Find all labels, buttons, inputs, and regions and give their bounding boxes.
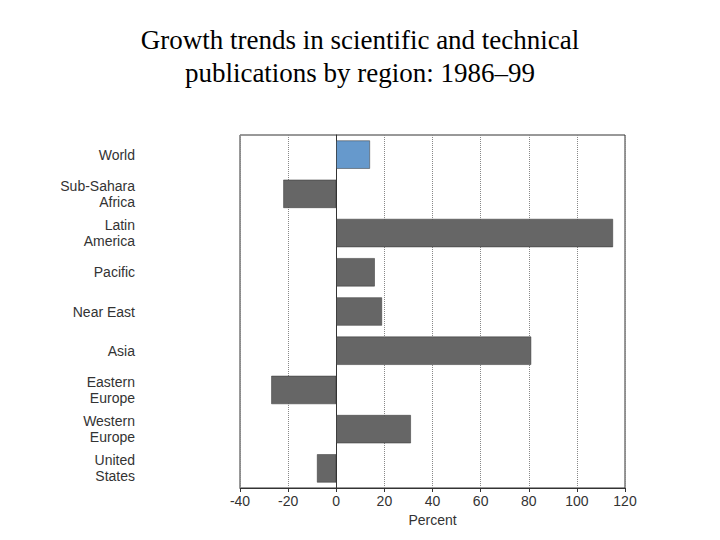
svg-text:Western: Western	[83, 413, 135, 429]
svg-text:publications by region: 1986–9: publications by region: 1986–99	[185, 58, 535, 88]
svg-text:Near East: Near East	[73, 304, 135, 320]
svg-text:World: World	[99, 147, 135, 163]
svg-text:-40: -40	[230, 493, 250, 509]
svg-text:States: States	[95, 468, 135, 484]
svg-text:100: 100	[565, 493, 589, 509]
svg-text:Europe: Europe	[90, 429, 135, 445]
svg-text:Latin: Latin	[105, 217, 135, 233]
svg-text:Europe: Europe	[90, 390, 135, 406]
svg-text:40: 40	[425, 493, 441, 509]
svg-text:Eastern: Eastern	[87, 374, 135, 390]
svg-text:Pacific: Pacific	[94, 264, 135, 280]
svg-text:80: 80	[521, 493, 537, 509]
svg-text:America: America	[84, 233, 136, 249]
svg-text:United: United	[95, 452, 135, 468]
svg-text:Sub-Sahara: Sub-Sahara	[60, 178, 135, 194]
svg-text:120: 120	[613, 493, 637, 509]
svg-text:60: 60	[473, 493, 489, 509]
svg-text:Asia: Asia	[108, 343, 135, 359]
svg-text:Africa: Africa	[99, 194, 135, 210]
svg-text:-20: -20	[278, 493, 298, 509]
svg-text:20: 20	[377, 493, 393, 509]
svg-text:Growth trends in scientific an: Growth trends in scientific and technica…	[141, 25, 580, 55]
svg-text:Percent: Percent	[408, 512, 456, 528]
svg-text:0: 0	[332, 493, 340, 509]
